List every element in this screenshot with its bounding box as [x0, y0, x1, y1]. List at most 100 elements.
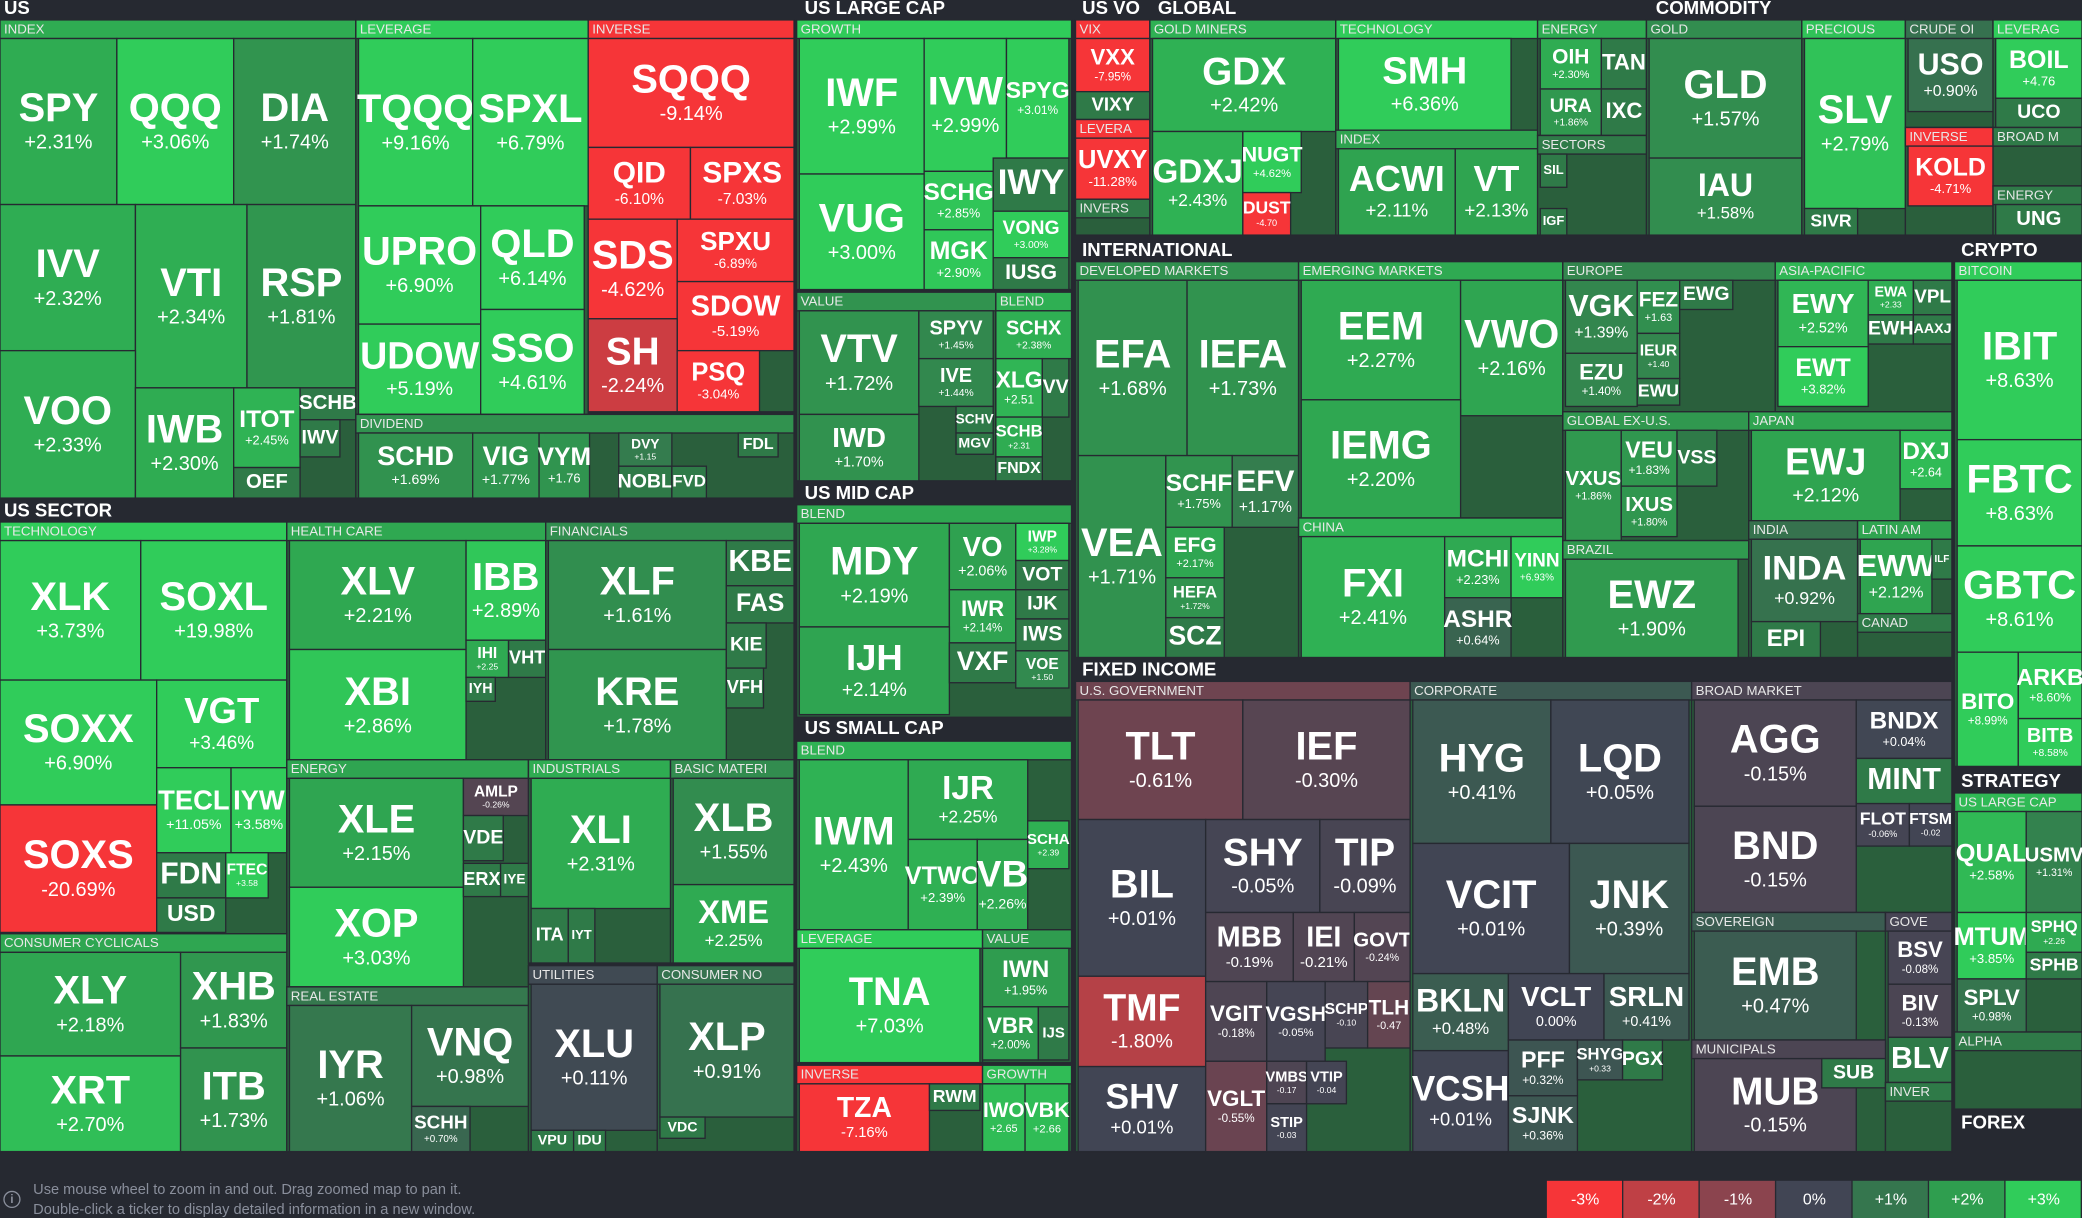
tile[interactable] — [798, 413, 920, 482]
tile[interactable] — [918, 357, 994, 408]
tile[interactable] — [1186, 279, 1300, 457]
tile[interactable] — [955, 432, 994, 455]
tile[interactable] — [1204, 911, 1294, 983]
tile[interactable] — [233, 466, 301, 499]
tile[interactable] — [1648, 37, 1803, 159]
tile[interactable] — [1015, 589, 1070, 620]
tile[interactable] — [907, 838, 978, 931]
tile[interactable] — [357, 205, 482, 325]
tile[interactable] — [1887, 930, 1953, 985]
tile[interactable] — [2025, 911, 2082, 954]
tile[interactable] — [798, 1083, 931, 1153]
tile[interactable] — [1539, 153, 1568, 188]
tile[interactable] — [462, 814, 504, 862]
tile[interactable] — [288, 777, 465, 888]
tile[interactable] — [1750, 620, 1822, 659]
tile[interactable] — [659, 1116, 706, 1139]
tile[interactable] — [1620, 485, 1678, 538]
tile[interactable] — [1266, 1103, 1308, 1153]
tile[interactable] — [357, 432, 474, 499]
tile[interactable] — [1750, 538, 1859, 623]
tile[interactable] — [0, 349, 137, 499]
tile[interactable] — [1777, 346, 1869, 408]
tile[interactable] — [1887, 983, 1953, 1039]
tile[interactable] — [1077, 975, 1207, 1068]
tile[interactable] — [1165, 526, 1225, 579]
tile[interactable] — [1077, 818, 1207, 977]
tile[interactable] — [0, 804, 158, 934]
tile[interactable] — [1300, 279, 1462, 401]
tile[interactable] — [1337, 148, 1456, 236]
tile[interactable] — [156, 679, 288, 769]
tile[interactable] — [918, 310, 994, 360]
tile[interactable] — [288, 886, 465, 988]
tile[interactable] — [1242, 191, 1292, 236]
tile[interactable] — [1510, 535, 1564, 599]
tile[interactable] — [410, 1105, 471, 1153]
tile[interactable] — [1679, 279, 1734, 311]
tile[interactable] — [672, 883, 795, 964]
tile[interactable] — [1931, 538, 1953, 580]
tile[interactable] — [798, 947, 981, 1064]
tile[interactable] — [1576, 1039, 1624, 1081]
tile[interactable] — [1693, 930, 1857, 1041]
tile[interactable] — [1454, 148, 1539, 236]
tile[interactable] — [0, 951, 182, 1057]
tile[interactable] — [134, 203, 248, 389]
tile[interactable] — [1443, 535, 1512, 599]
tile[interactable] — [1803, 207, 1859, 236]
tile[interactable] — [1165, 616, 1225, 659]
tile[interactable] — [1037, 1006, 1070, 1061]
tile[interactable] — [587, 146, 692, 220]
tile[interactable] — [1956, 810, 2027, 914]
tile[interactable] — [1803, 37, 1907, 210]
tile[interactable] — [1077, 454, 1167, 659]
tile[interactable] — [288, 539, 467, 651]
tile[interactable] — [1507, 972, 1605, 1041]
tile[interactable] — [246, 203, 357, 389]
tile[interactable] — [530, 777, 672, 910]
tile[interactable] — [2017, 717, 2082, 768]
tile[interactable] — [923, 37, 1008, 173]
tile[interactable] — [1600, 37, 1648, 90]
tile[interactable] — [725, 667, 765, 709]
tile[interactable] — [1337, 37, 1512, 131]
tile[interactable] — [2017, 651, 2082, 720]
tile[interactable] — [1564, 558, 1739, 659]
tile[interactable] — [0, 37, 118, 206]
tile[interactable] — [1459, 279, 1564, 417]
tile[interactable] — [948, 522, 1017, 591]
tile[interactable] — [981, 1083, 1026, 1153]
tile[interactable] — [567, 907, 596, 964]
tile[interactable] — [1151, 130, 1244, 236]
tile[interactable] — [1165, 454, 1233, 528]
tile[interactable] — [507, 639, 547, 679]
tile[interactable] — [725, 539, 795, 587]
tile[interactable] — [1564, 279, 1638, 354]
tile[interactable] — [1995, 37, 2082, 99]
tile[interactable] — [1855, 699, 1953, 760]
tile[interactable] — [672, 777, 795, 886]
tile[interactable] — [225, 852, 269, 899]
tile[interactable] — [992, 210, 1070, 259]
tile[interactable] — [1300, 535, 1446, 659]
tile[interactable] — [140, 539, 288, 681]
tile[interactable] — [1912, 279, 1953, 316]
tile[interactable] — [992, 257, 1070, 291]
tile[interactable] — [1015, 618, 1070, 652]
tile[interactable] — [1956, 438, 2082, 547]
tile[interactable] — [1867, 279, 1915, 316]
tile[interactable] — [1074, 137, 1151, 200]
tile[interactable] — [955, 405, 994, 434]
tile[interactable] — [1908, 802, 1953, 847]
tile[interactable] — [1077, 279, 1188, 457]
tile[interactable] — [1636, 332, 1681, 380]
tile[interactable] — [288, 1004, 413, 1153]
tile[interactable] — [907, 759, 1029, 841]
tile[interactable] — [676, 280, 795, 352]
tile[interactable] — [1777, 279, 1869, 348]
tile[interactable] — [676, 218, 795, 283]
tile[interactable] — [1231, 454, 1300, 528]
tile[interactable] — [1821, 1057, 1887, 1089]
tile[interactable] — [1648, 157, 1803, 236]
